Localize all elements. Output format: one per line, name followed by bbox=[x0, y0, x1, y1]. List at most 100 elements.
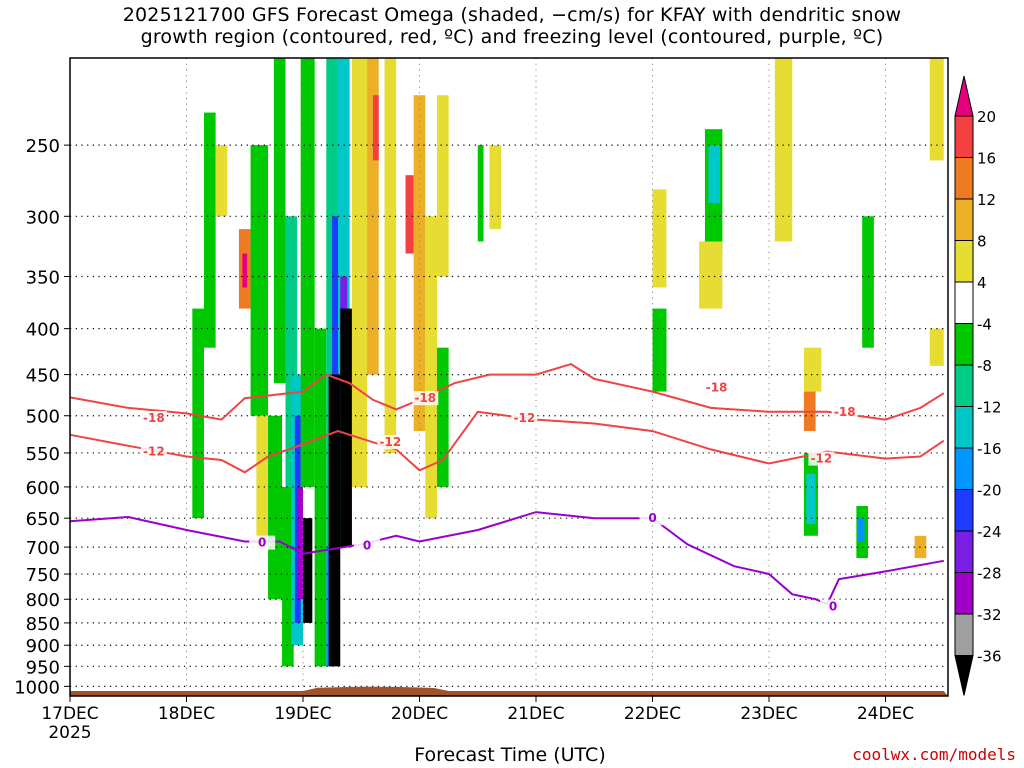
colorbar-label: -12 bbox=[977, 399, 1002, 417]
omega-cell bbox=[285, 216, 298, 487]
omega-cell bbox=[250, 145, 269, 416]
colorbar-label: -4 bbox=[977, 316, 992, 334]
omega-cell bbox=[652, 308, 667, 392]
omega-cell bbox=[351, 58, 368, 487]
omega-cell bbox=[273, 58, 286, 384]
colorbar-label: 20 bbox=[977, 108, 996, 126]
x-tick-label: 20DEC bbox=[391, 704, 448, 724]
omega-cell bbox=[340, 308, 352, 548]
colorbar-bin bbox=[954, 240, 974, 283]
omega-cell bbox=[297, 486, 303, 600]
contour-label-bg bbox=[140, 444, 167, 459]
omega-cell bbox=[372, 95, 379, 161]
x-tick-year-label: 2025 bbox=[48, 723, 91, 743]
chart-title: 2025121700 GFS Forecast Omega (shaded, −… bbox=[0, 4, 1024, 48]
contour-line bbox=[69, 410, 945, 474]
contour-label-bg bbox=[511, 411, 538, 426]
x-tick-label: 23DEC bbox=[740, 704, 797, 724]
omega-cell bbox=[774, 58, 793, 242]
x-tick-label: 24DEC bbox=[857, 704, 914, 724]
contour-label-bg bbox=[412, 391, 439, 406]
x-tick-label: 21DEC bbox=[507, 704, 564, 724]
chart-title-line-2: growth region (contoured, red, ºC) and f… bbox=[140, 26, 884, 48]
omega-cell bbox=[192, 308, 204, 519]
colorbar-bin bbox=[954, 447, 974, 490]
y-tick-label: 700 bbox=[26, 538, 60, 559]
colorbar-label: -8 bbox=[977, 357, 992, 375]
contour-line bbox=[69, 363, 945, 421]
contour-label: 0 bbox=[363, 538, 371, 552]
y-tick-label: 750 bbox=[26, 565, 60, 586]
x-axis-label: Forecast Time (UTC) bbox=[414, 744, 606, 766]
contour-label-bg bbox=[354, 538, 381, 553]
colorbar: 20 16 12 8 4 -4 -8 -12 -16 -20 -24 -28 -32 -36 bbox=[954, 75, 1002, 696]
contour-label: 0 bbox=[829, 599, 837, 613]
omega-cell bbox=[425, 216, 437, 519]
contour-label-bg bbox=[377, 435, 404, 450]
colorbar-label: 12 bbox=[977, 191, 996, 209]
contour-label: 0 bbox=[648, 511, 656, 525]
omega-cell bbox=[699, 241, 723, 309]
colorbar-label: 4 bbox=[977, 274, 987, 292]
contour-label-bg bbox=[831, 404, 858, 419]
plot-frame bbox=[69, 57, 949, 697]
contour-label-bg bbox=[703, 380, 730, 395]
colorbar-bin bbox=[954, 281, 974, 324]
colorbar-label: 8 bbox=[977, 233, 987, 251]
colorbar-bin bbox=[954, 572, 974, 615]
colorbar-bin bbox=[954, 157, 974, 200]
omega-cell bbox=[413, 95, 426, 432]
y-tick-label: 350 bbox=[26, 267, 60, 288]
contour-label: -18 bbox=[834, 405, 856, 419]
y-tick-label: 800 bbox=[26, 590, 60, 611]
colorbar-bin bbox=[954, 198, 974, 241]
omega-cell bbox=[477, 145, 484, 242]
y-tick-label: 300 bbox=[26, 207, 60, 228]
contour-layer: -18 -18 -18 -18 -12 -12 -12 -12 0 0 0 0 bbox=[69, 363, 945, 614]
omega-cell bbox=[328, 374, 341, 667]
contour-label-bg bbox=[140, 411, 167, 426]
colorbar-label: -20 bbox=[977, 482, 1002, 500]
y-tick-label: 450 bbox=[26, 366, 60, 387]
colorbar-bin bbox=[954, 115, 974, 158]
y-tick-label: 900 bbox=[26, 636, 60, 657]
omega-cell bbox=[929, 58, 944, 161]
omega-cell bbox=[268, 415, 283, 600]
contour-label-bg bbox=[808, 451, 835, 466]
contour-label: -12 bbox=[380, 435, 402, 449]
contour-label: -12 bbox=[811, 452, 833, 466]
omega-cell bbox=[314, 328, 327, 667]
omega-cell bbox=[405, 175, 414, 254]
x-axis: 17DEC 18DEC 19DEC 20DEC 21DEC 22DEC 23DEC 24DEC… bbox=[41, 696, 914, 743]
y-tick-label: 250 bbox=[26, 136, 60, 157]
terrain-layer bbox=[70, 686, 948, 696]
colorbar-label: -32 bbox=[977, 606, 1002, 624]
colorbar-bin bbox=[954, 323, 974, 366]
contour-label: 0 bbox=[258, 536, 266, 550]
x-tick-label: 19DEC bbox=[274, 704, 331, 724]
y-tick-label: 650 bbox=[26, 509, 60, 530]
omega-cell bbox=[303, 518, 313, 623]
colorbar-label: -24 bbox=[977, 523, 1002, 541]
omega-cell bbox=[300, 58, 315, 487]
omega-cell bbox=[929, 328, 944, 366]
y-tick-label: 600 bbox=[26, 478, 60, 499]
contour-label: -12 bbox=[143, 445, 165, 459]
contour-label-bg bbox=[249, 535, 276, 550]
contour-label: -18 bbox=[706, 380, 728, 394]
omega-cell bbox=[708, 145, 721, 204]
y-axis: 2503003504004505005506006507007508008509… bbox=[14, 136, 70, 698]
chart-title-line-1: 2025121700 GFS Forecast Omega (shaded, −… bbox=[122, 4, 902, 26]
colorbar-bin bbox=[954, 530, 974, 573]
contour-label-bg bbox=[820, 599, 847, 614]
x-tick-label: 18DEC bbox=[158, 704, 215, 724]
y-tick-label: 950 bbox=[26, 657, 60, 678]
y-tick-label: 500 bbox=[26, 407, 60, 428]
omega-cell bbox=[489, 145, 502, 230]
y-tick-label: 850 bbox=[26, 614, 60, 635]
colorbar-label: 16 bbox=[977, 150, 996, 168]
colorbar-bin bbox=[954, 489, 974, 532]
omega-cell bbox=[652, 189, 667, 288]
omega-cell bbox=[256, 415, 269, 548]
